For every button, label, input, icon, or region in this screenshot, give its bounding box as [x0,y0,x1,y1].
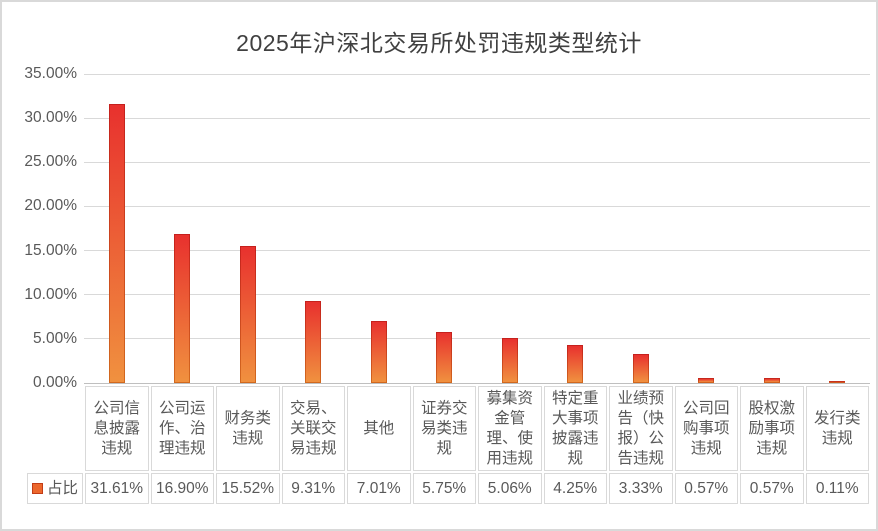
value-cell: 0.57% [740,473,804,504]
bar [174,233,191,383]
y-tick-label: 5.00% [33,329,77,347]
category-label-cell: 财务类违规 [216,386,280,471]
bar-fill [568,346,583,382]
value-cell: 0.11% [805,473,869,504]
bar-fill [109,104,124,382]
chart-title: 2025年沪深北交易所处罚违规类型统计 [236,30,642,56]
gridline [84,338,870,340]
y-tick-label: 30.00% [24,109,77,127]
bar-fill [240,246,255,382]
x-axis-line [84,382,870,384]
bar-fill [764,378,779,382]
y-tick-label: 25.00% [24,153,77,171]
y-tick-label: 35.00% [24,65,77,82]
bar-fill [175,234,190,382]
gridline [84,73,870,75]
legend-cell: 占比 [27,473,83,504]
value-cell: 5.75% [412,473,476,504]
value-cell: 7.01% [347,473,411,504]
category-label-cell: 交易、关联交易违规 [281,386,345,471]
bar [305,300,322,383]
bar [763,377,780,383]
category-label-cell: 发行类违规 [805,386,869,471]
bar-fill [699,378,714,382]
category-label-cell: 其他 [347,386,411,471]
gridline [84,161,870,163]
bar-fill [502,339,517,382]
value-cell: 5.06% [478,473,542,504]
bar-fill [437,333,452,382]
bar [239,245,256,383]
bar [632,353,649,383]
bar [108,103,125,383]
value-cell: 0.57% [674,473,738,504]
category-label-cell: 特定重大事项披露违规 [543,386,607,471]
legend-label: 占比 [46,479,78,497]
value-cell: 31.61% [85,473,149,504]
bar-fill [306,301,321,382]
category-label-cell: 股权激励事项违规 [740,386,804,471]
gridline [84,294,870,296]
bar-fill [371,322,386,382]
bar [436,332,453,383]
y-tick-label: 10.00% [24,285,77,303]
y-tick-label: 20.00% [24,197,77,215]
bar [567,345,584,383]
y-tick-label: 15.00% [24,241,77,259]
gridline [84,205,870,207]
y-tick-label: 0.00% [33,374,77,391]
value-cell: 9.31% [281,473,345,504]
category-label-cell: 证券交易类违规 [412,386,476,471]
bar-fill [633,354,648,382]
category-label-cell: 募集资金管理、使用违规 [478,386,542,471]
category-label-cell: 公司信息披露违规 [85,386,149,471]
value-cell: 15.52% [216,473,280,504]
value-cell: 16.90% [150,473,214,504]
bar [501,338,518,383]
bar [698,377,715,383]
category-label-cell: 业绩预告（快报）公告违规 [609,386,673,471]
gridline [84,250,870,252]
value-cell: 3.33% [609,473,673,504]
bar [829,381,846,383]
category-label-cell: 公司运作、治理违规 [150,386,214,471]
legend-swatch-icon [31,483,43,494]
gridline [84,117,870,119]
value-cell: 4.25% [543,473,607,504]
category-label-cell: 公司回购事项违规 [674,386,738,471]
bar [370,321,387,383]
